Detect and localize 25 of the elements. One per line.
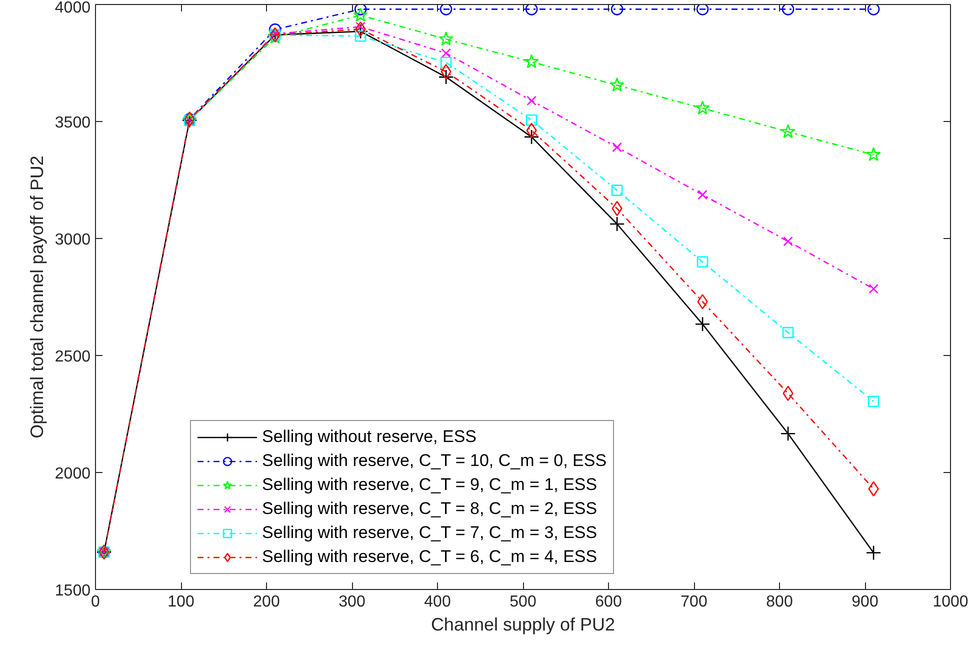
- x-tick-label: 0: [91, 594, 100, 610]
- x-tick-label: 900: [852, 594, 878, 610]
- x-tick-label: 500: [510, 594, 536, 610]
- y-tick-label: 3500: [54, 114, 91, 132]
- x-axis-title: Channel supply of PU2: [430, 614, 616, 634]
- legend-label: Selling without reserve, ESS: [262, 427, 476, 447]
- x-tick-label: 200: [253, 594, 280, 610]
- legend-label: Selling with reserve, C_T = 7, C_m = 3, ESS: [262, 523, 598, 543]
- x-tick-label: 100: [168, 594, 194, 610]
- y-tick-label: 1500: [54, 582, 91, 600]
- x-tick-label: 300: [338, 594, 366, 610]
- x-tick-label: 800: [766, 594, 793, 610]
- y-tick-label: 4000: [54, 0, 91, 16]
- x-tick-label: 400: [424, 594, 451, 610]
- y-tick-label: 3000: [54, 232, 91, 248]
- y-axis-title: Optimal total channel payoff of PU2: [26, 156, 47, 438]
- legend-label: Selling with reserve, C_T = 6, C_m = 4, ESS: [262, 547, 598, 567]
- x-tick-label: 700: [680, 594, 708, 610]
- y-tick-label: 2000: [54, 466, 91, 482]
- y-tick-label: 2500: [54, 348, 91, 366]
- x-tick-label: 1000: [932, 594, 968, 610]
- legend-label: Selling with reserve, C_T = 10, C_m = 0, ESS: [262, 451, 607, 471]
- legend-label: Selling with reserve, C_T = 9, C_m = 1, ESS: [262, 475, 598, 495]
- x-tick-label: 600: [595, 594, 622, 610]
- legend-label: Selling with reserve, C_T = 8, C_m = 2, ESS: [262, 499, 598, 519]
